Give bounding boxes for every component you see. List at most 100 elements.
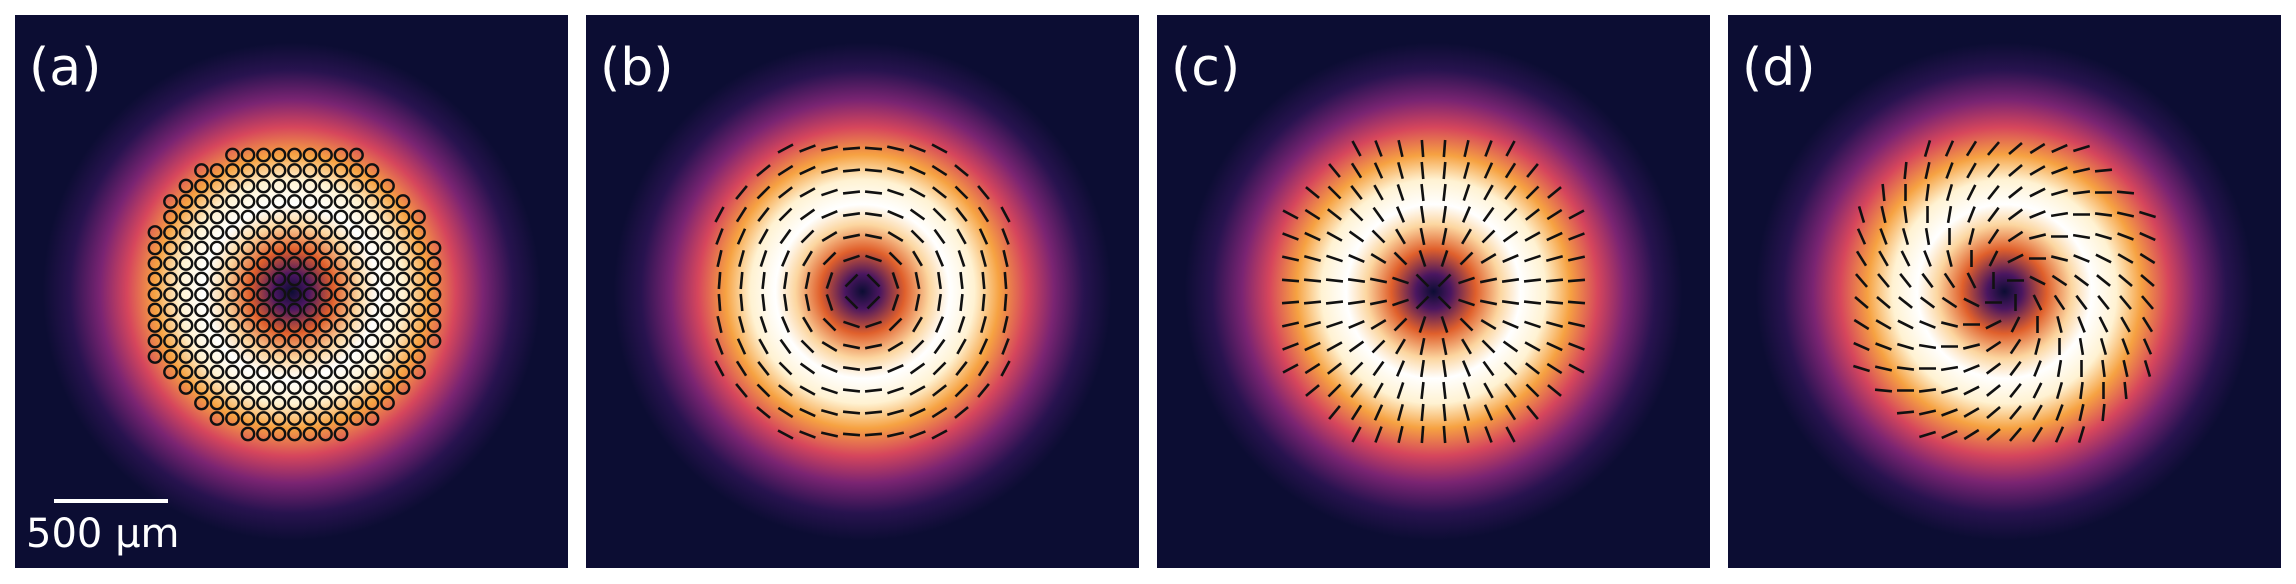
polarization-line [1857, 205, 1866, 224]
polarization-line [761, 271, 766, 290]
polarization-line [1567, 278, 1586, 283]
polarization-circle [318, 256, 333, 271]
polarization-circle [333, 209, 349, 225]
polarization-circle [163, 333, 178, 349]
polarization-circle [225, 349, 240, 364]
polarization-line [909, 385, 926, 396]
polarization-circle [287, 256, 302, 271]
polarization-line [1963, 428, 1980, 441]
polarization-circle [147, 333, 163, 349]
polarization-line [1567, 300, 1586, 305]
polarization-line [779, 338, 792, 355]
polarization-line [954, 383, 969, 398]
polarization-circle [364, 318, 380, 333]
polarization-circle [318, 225, 333, 240]
polarization-circle [287, 240, 302, 256]
polarization-circle [209, 163, 225, 178]
polarization-line [799, 187, 816, 198]
polarization-line [735, 383, 748, 398]
polarization-circle [256, 411, 271, 426]
polarization-circle [380, 333, 395, 349]
polarization-line [1483, 382, 1494, 399]
polarization-line [909, 407, 926, 418]
polarization-circle [225, 380, 240, 395]
polarization-line [1901, 227, 1910, 246]
polarization-line [934, 316, 945, 333]
polarization-circle [426, 240, 442, 256]
polarization-line [1568, 363, 1585, 374]
polarization-circle [333, 194, 349, 209]
polarization-line [955, 206, 968, 223]
polarization-circle [209, 302, 225, 318]
polarization-line [1903, 205, 1908, 224]
polarization-line [914, 293, 921, 312]
polarization-circle [302, 209, 318, 225]
polarization-circle [271, 380, 287, 395]
polarization-line [1461, 228, 1472, 245]
intensity-map [586, 15, 1139, 568]
polarization-circle [194, 287, 209, 302]
polarization-circle [147, 318, 163, 333]
polarization-line [1940, 365, 1959, 372]
polarization-line [1524, 231, 1541, 242]
polarization-circle [271, 147, 287, 163]
polarization-circle [287, 287, 302, 302]
polarization-line [2055, 381, 2064, 400]
polarization-line [1418, 250, 1427, 267]
polarization-circle [349, 256, 364, 271]
polarization-circle [271, 194, 287, 209]
polarization-circle [302, 426, 318, 442]
polarization-circle [240, 333, 256, 349]
polarization-line [1945, 162, 1954, 179]
polarization-circle [163, 287, 178, 302]
polarization-line [981, 271, 986, 290]
polarization-line [1304, 362, 1321, 375]
polarization-line [1504, 404, 1517, 421]
polarization-circle [364, 380, 380, 395]
polarization-line [2051, 274, 2068, 287]
polarization-line [864, 410, 883, 415]
polarization-circle [271, 256, 287, 271]
polarization-line [2094, 168, 2113, 173]
polarization-line [1896, 366, 1915, 371]
polarization-circle [256, 380, 271, 395]
polarization-line [2073, 254, 2090, 263]
polarization-line [931, 186, 948, 199]
polarization-circle [333, 395, 349, 411]
polarization-circle [302, 163, 318, 178]
polarization-circle [225, 147, 240, 163]
polarization-line [909, 208, 926, 221]
polarization-line [909, 430, 926, 439]
polarization-line [1963, 297, 1980, 308]
polarization-circle [240, 163, 256, 178]
polarization-circle [333, 163, 349, 178]
polarization-circle [333, 349, 349, 364]
polarization-circle [147, 302, 163, 318]
polarization-line [978, 338, 989, 355]
polarization-line [1919, 320, 1936, 329]
polarization-line [1420, 161, 1425, 180]
polarization-circle [209, 318, 225, 333]
polarization-line [1963, 407, 1980, 418]
polarization-line [1328, 163, 1341, 178]
polarization-circle [209, 256, 225, 271]
polarization-line [1347, 278, 1366, 283]
polarization-line [1373, 162, 1384, 179]
polarization-circle [426, 333, 442, 349]
polarization-line [2094, 212, 2113, 217]
polarization-line [1985, 362, 2002, 375]
polarization-line [1463, 403, 1470, 422]
polarization-line [739, 293, 744, 312]
polarization-line [759, 250, 768, 267]
polarization-line [1525, 383, 1540, 398]
polarization-circle [349, 271, 364, 287]
polarization-circle [364, 364, 380, 380]
polarization-circle [364, 395, 380, 411]
polarization-circle [333, 411, 349, 426]
polarization-line [1420, 183, 1425, 202]
polarization-line [715, 228, 724, 245]
polarization-circle [147, 225, 163, 240]
polarization-line [1987, 163, 2000, 178]
polarization-line [1442, 183, 1447, 202]
polarization-circle [287, 395, 302, 411]
